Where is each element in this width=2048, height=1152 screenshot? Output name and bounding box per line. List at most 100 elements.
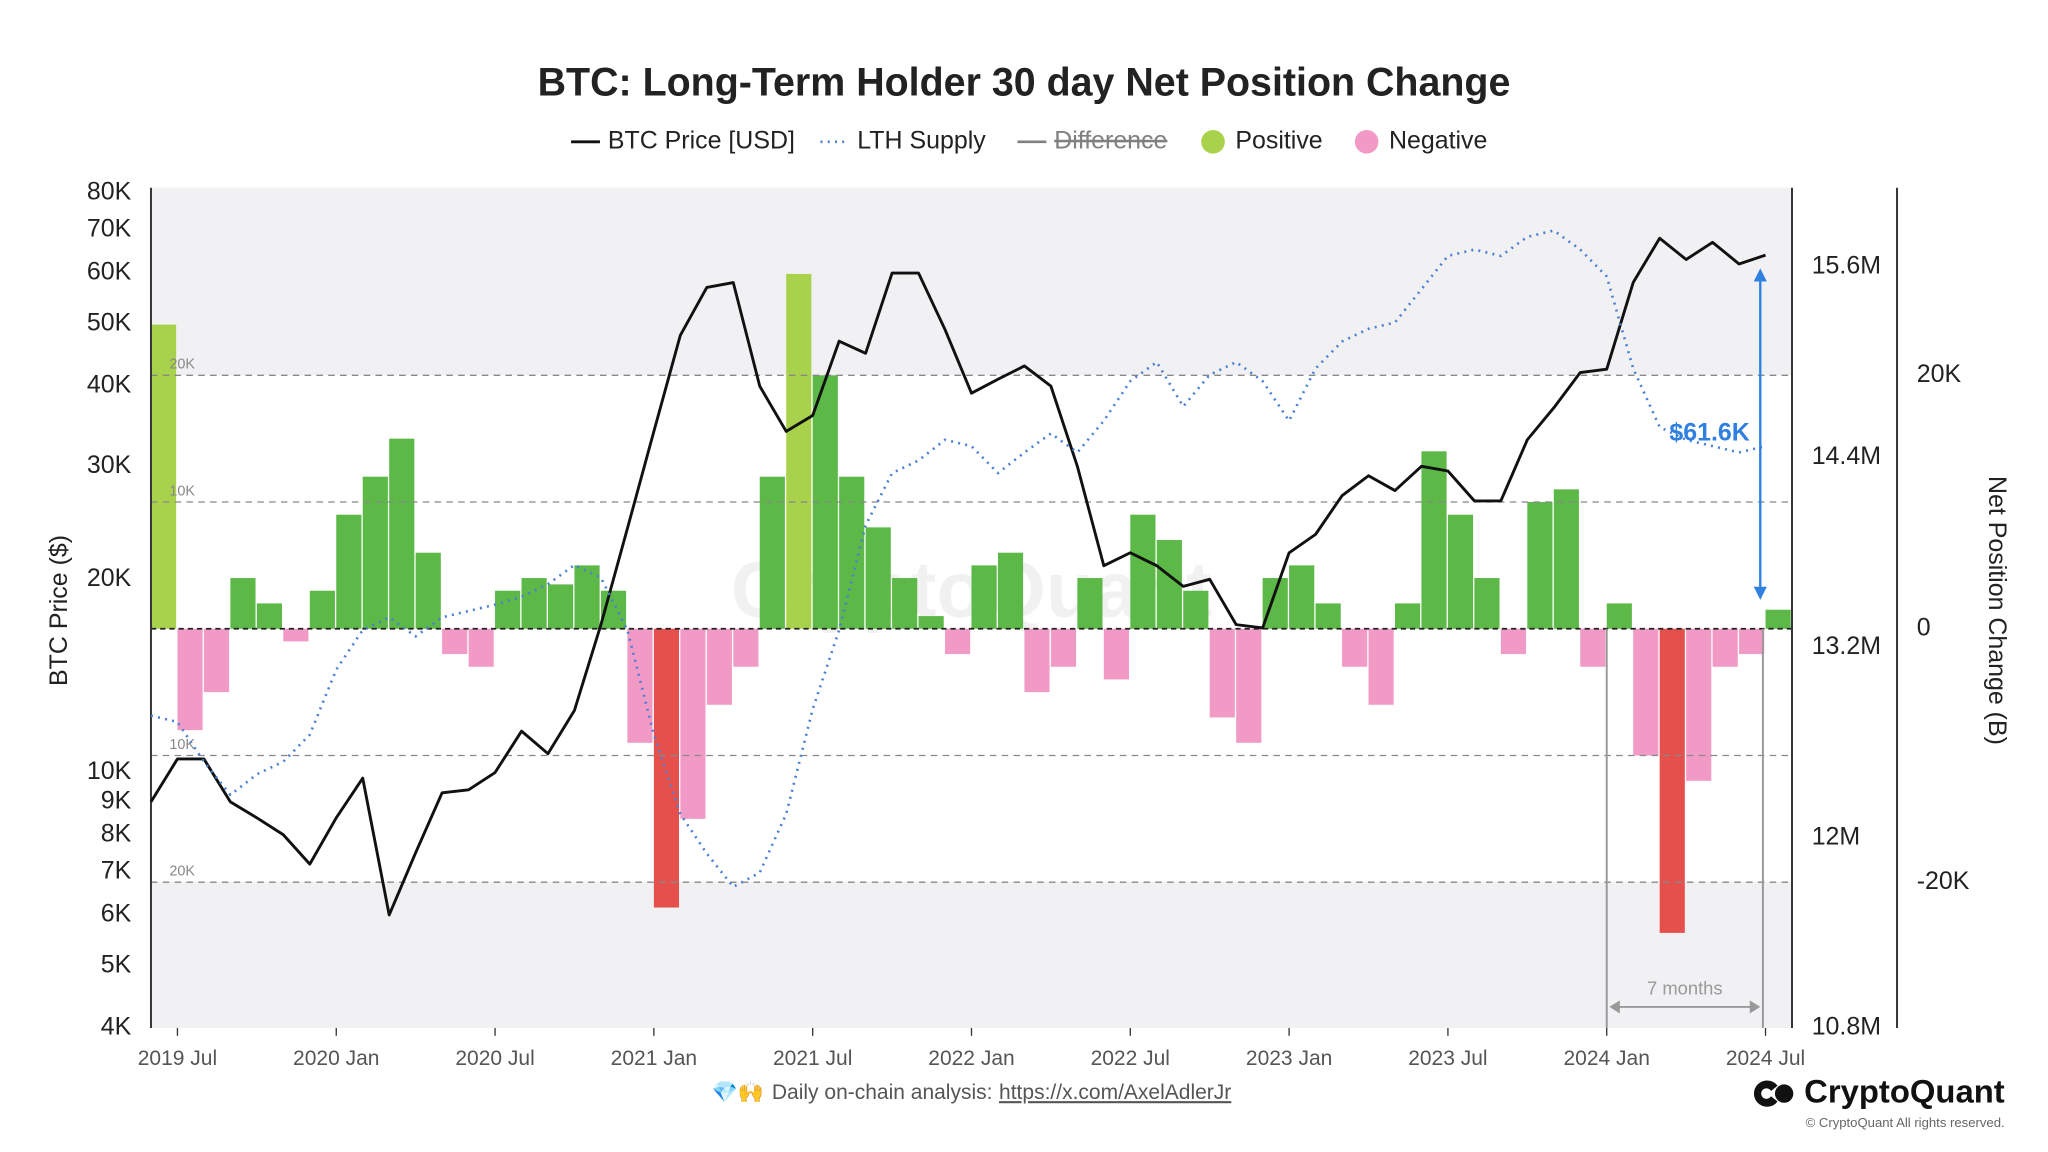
net-bar — [786, 273, 812, 629]
x-tick-label: 2023 Jan — [1246, 1047, 1332, 1070]
y3-tick-label: 20K — [1917, 360, 1962, 388]
net-bar — [627, 628, 653, 743]
net-bar — [283, 628, 309, 642]
net-bar — [1209, 628, 1235, 718]
y-tick-label: 9K — [101, 786, 132, 814]
x-tick-label: 2023 Jul — [1408, 1047, 1487, 1070]
net-bar — [1103, 628, 1129, 680]
net-bar — [256, 603, 283, 629]
net-bar — [1421, 451, 1447, 629]
legend-label: Difference — [1054, 126, 1167, 154]
net-guide-label: 10K — [169, 483, 195, 499]
net-bar — [1633, 628, 1659, 756]
footer-text: Daily on-chain analysis: — [772, 1081, 993, 1104]
y-tick-label: 5K — [101, 950, 132, 978]
net-bar — [521, 578, 547, 629]
x-tick-label: 2022 Jul — [1091, 1047, 1170, 1070]
x-tick-label: 2019 Jul — [138, 1047, 217, 1070]
y2-tick-label: 13.2M — [1812, 632, 1881, 660]
left-axis-label: BTC Price ($) — [45, 535, 73, 686]
lth-supply-line — [150, 229, 1766, 889]
net-bar — [680, 628, 706, 819]
footer-link[interactable]: https://x.com/AxelAdlerJr — [999, 1081, 1231, 1104]
net-bar — [1289, 565, 1315, 629]
y2-tick-label: 12M — [1812, 822, 1861, 850]
y2-tick-label: 10.8M — [1812, 1013, 1881, 1041]
net-bar — [574, 565, 600, 629]
net-bar — [230, 578, 256, 629]
net-bar — [1236, 628, 1262, 743]
net-bar — [1342, 628, 1368, 667]
net-bar — [1500, 628, 1527, 655]
net-bar — [653, 628, 680, 908]
y-tick-label: 4K — [101, 1013, 132, 1041]
net-bar — [1712, 628, 1738, 667]
net-bar — [1024, 628, 1050, 693]
net-bar — [1077, 578, 1103, 629]
x-tick-label: 2020 Jan — [293, 1047, 379, 1070]
net-bar — [1050, 628, 1077, 667]
net-bar — [1739, 628, 1765, 655]
net-bar — [1580, 628, 1606, 667]
copyright: © CryptoQuant All rights reserved. — [1806, 1115, 2005, 1130]
brand-logo — [1753, 1080, 1794, 1107]
net-bar — [468, 628, 494, 667]
arrow-head — [1753, 268, 1767, 282]
x-tick-label: 2022 Jan — [928, 1047, 1014, 1070]
net-bar — [415, 552, 441, 629]
x-tick-label: 2021 Jan — [611, 1047, 697, 1070]
y-tick-label: 60K — [87, 258, 132, 286]
net-bar — [865, 527, 891, 629]
net-bar — [1765, 609, 1791, 629]
legend-swatch — [1354, 129, 1379, 154]
net-bar — [1553, 489, 1579, 629]
price-line — [149, 236, 1766, 917]
y-tick-label: 70K — [87, 215, 132, 243]
y2-tick-label: 15.6M — [1812, 252, 1881, 280]
net-bar — [336, 514, 362, 629]
legend-label: BTC Price [USD] — [608, 126, 795, 154]
net-bar — [1447, 514, 1474, 629]
net-bar — [839, 476, 865, 629]
net-bar — [547, 584, 574, 629]
net-bar — [389, 438, 415, 629]
net-bar — [495, 590, 521, 629]
net-bar — [1474, 578, 1500, 629]
x-tick-label: 2020 Jul — [455, 1047, 534, 1070]
net-bar — [918, 616, 944, 629]
y-tick-label: 7K — [101, 857, 132, 885]
net-bar — [1394, 603, 1421, 629]
net-bar — [706, 628, 732, 705]
net-bar — [1156, 540, 1182, 629]
net-bar — [362, 476, 388, 629]
net-bar — [1368, 628, 1394, 705]
right-axis-label: Net Position Change (B) — [1983, 476, 2011, 745]
arrow-head — [1753, 586, 1767, 600]
x-tick-label: 2024 Jul — [1726, 1047, 1805, 1070]
legend-label: Positive — [1235, 126, 1322, 154]
span-annotation: 7 months — [1647, 978, 1723, 999]
y-tick-label: 10K — [87, 757, 132, 785]
y3-tick-label: 0 — [1917, 613, 1931, 641]
net-bar — [1659, 628, 1685, 933]
legend-label: Negative — [1389, 126, 1487, 154]
y-tick-label: 6K — [101, 900, 132, 928]
net-bar — [309, 590, 335, 629]
y-tick-label: 80K — [87, 178, 132, 206]
net-bar — [1315, 603, 1341, 629]
net-guide-label: 10K — [169, 737, 195, 753]
net-bar — [971, 565, 997, 629]
net-guide-label: 20K — [169, 357, 195, 373]
net-bar — [1183, 590, 1209, 629]
net-bar — [177, 628, 203, 731]
net-bar — [442, 628, 468, 655]
x-tick-label: 2021 Jul — [773, 1047, 852, 1070]
chart-title: BTC: Long-Term Holder 30 day Net Positio… — [538, 61, 1511, 105]
net-bar — [1686, 628, 1712, 781]
y3-tick-label: -20K — [1917, 867, 1970, 895]
legend-swatch — [1201, 129, 1225, 154]
y-tick-label: 30K — [87, 451, 132, 479]
y-tick-label: 40K — [87, 371, 132, 399]
